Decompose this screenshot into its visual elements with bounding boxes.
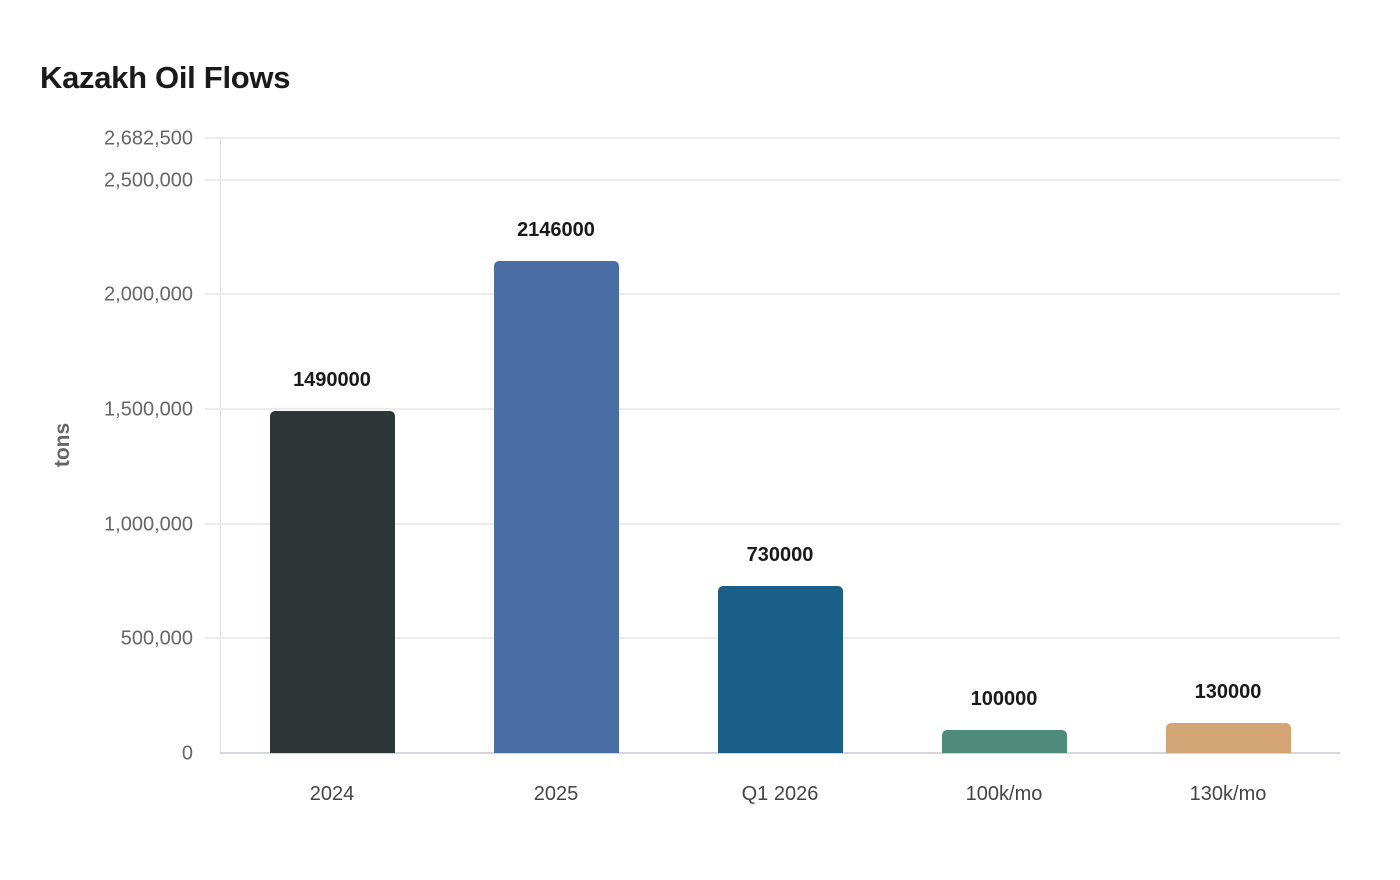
x-tick-label: 100k/mo [965,783,1043,805]
y-tick-label: 0 [181,742,193,765]
bar-100k-mo[interactable] [941,730,1067,753]
x-tick-label: 2024 [309,783,355,805]
bar-130k-mo[interactable] [1165,723,1291,753]
gridline [205,137,1340,139]
y-tick-label: 1,000,000 [104,513,193,536]
y-axis-line [220,138,221,754]
bar-value-label: 1490000 [293,369,371,392]
y-tick-label: 1,500,000 [104,398,193,421]
gridline [205,293,1340,296]
bar-value-label: 730000 [746,543,814,566]
bar-2025[interactable] [493,261,619,753]
bar-2024[interactable] [269,411,395,753]
chart-title: Kazakh Oil Flows [40,60,291,95]
x-axis-line [220,752,1340,754]
gridline [205,178,1340,181]
y-tick-label: 2,682,500 [104,127,193,150]
bar-value-label: 100000 [970,688,1038,711]
y-tick-label: 500,000 [120,627,193,650]
gridline [205,408,1340,411]
bar-value-label: 130000 [1194,681,1262,704]
x-tick-label: Q1 2026 [741,783,819,805]
x-tick-label: 2025 [533,783,579,805]
y-tick-label: 2,000,000 [104,283,193,306]
x-tick-label: 130k/mo [1189,783,1267,805]
bar-q1-2026[interactable] [717,585,843,753]
bar-value-label: 2146000 [517,219,595,241]
y-tick-label: 2,500,000 [104,169,193,192]
gridline [205,522,1340,525]
